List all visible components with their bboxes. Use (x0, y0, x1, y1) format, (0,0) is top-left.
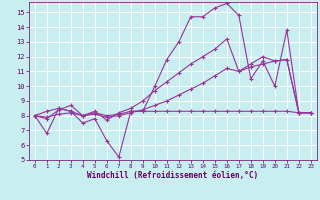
X-axis label: Windchill (Refroidissement éolien,°C): Windchill (Refroidissement éolien,°C) (87, 171, 258, 180)
